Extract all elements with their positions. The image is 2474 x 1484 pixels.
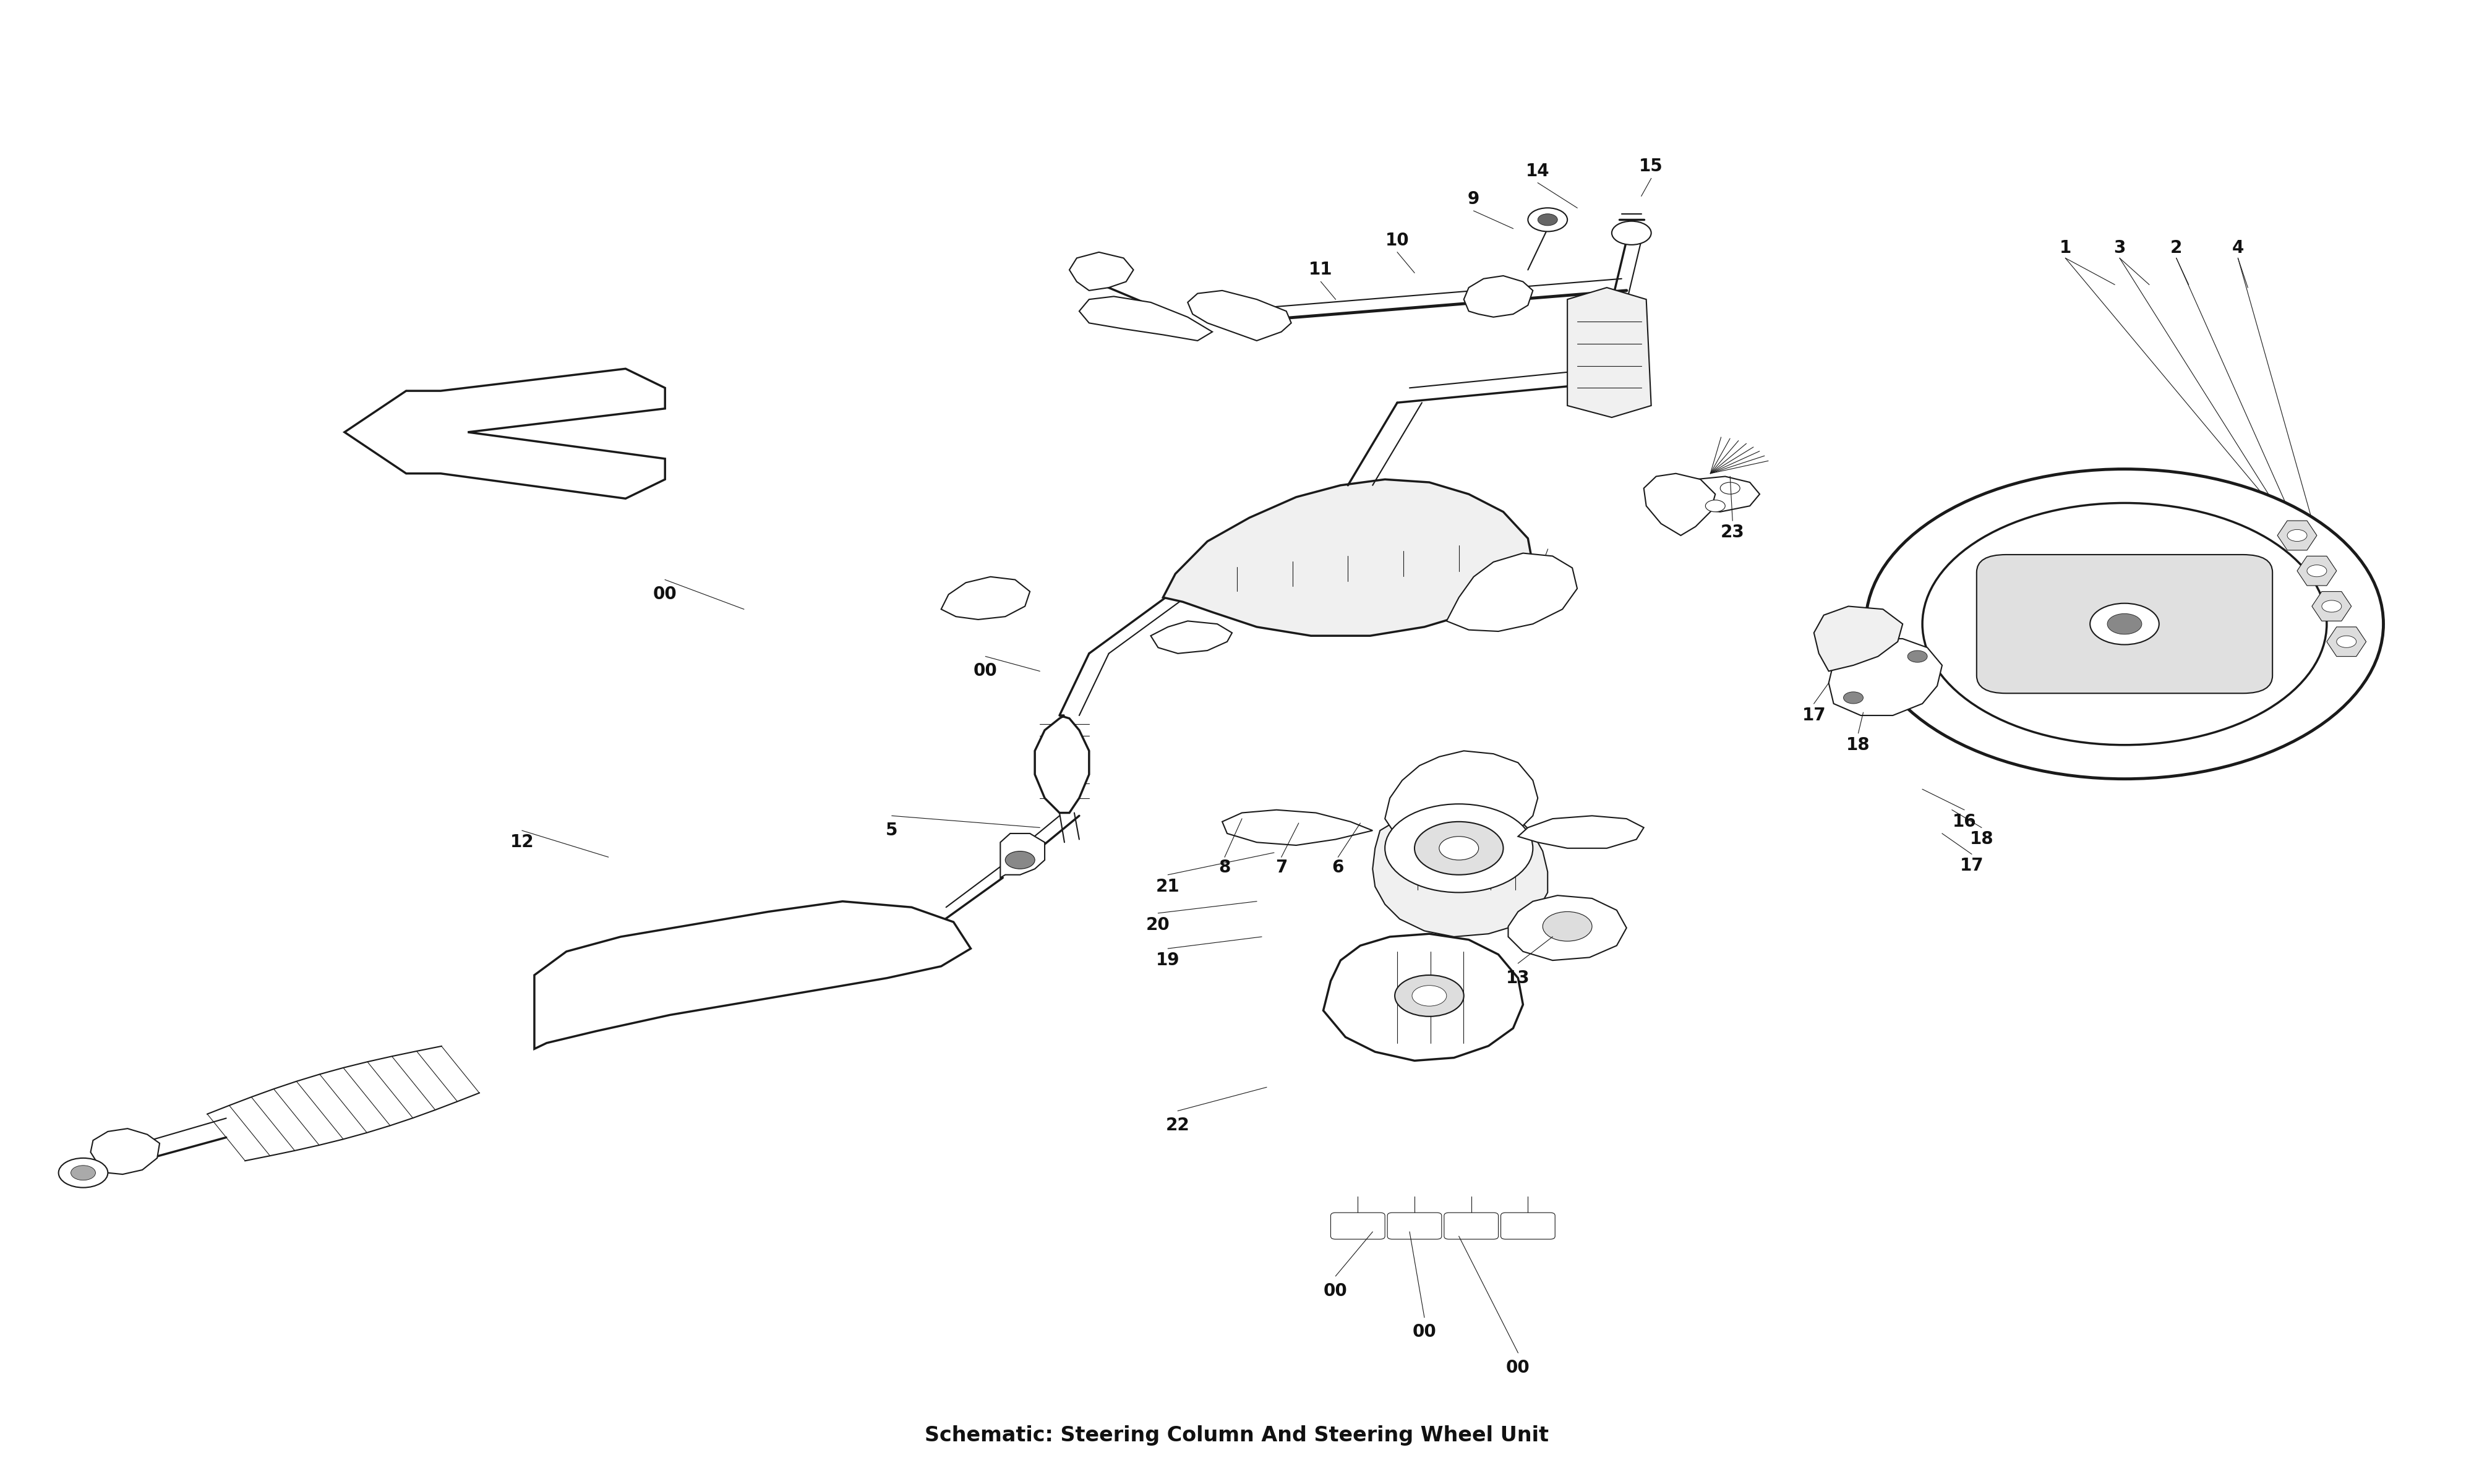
Polygon shape [1465, 276, 1534, 318]
Text: 18: 18 [1846, 736, 1870, 754]
Polygon shape [1188, 291, 1291, 341]
Text: 7: 7 [1277, 859, 1286, 876]
Text: Schematic: Steering Column And Steering Wheel Unit: Schematic: Steering Column And Steering … [925, 1425, 1549, 1445]
Circle shape [1611, 221, 1650, 245]
Text: 23: 23 [1719, 524, 1744, 542]
Circle shape [2288, 530, 2306, 542]
Circle shape [2066, 589, 2185, 659]
FancyBboxPatch shape [1388, 1212, 1442, 1239]
Text: 00: 00 [653, 586, 678, 603]
Circle shape [2306, 565, 2326, 577]
Circle shape [1719, 482, 1739, 494]
Text: 6: 6 [1331, 859, 1343, 876]
Text: 00: 00 [1507, 1359, 1529, 1376]
Polygon shape [92, 1128, 161, 1174]
Circle shape [1440, 837, 1479, 861]
Text: 1: 1 [2058, 239, 2071, 257]
Text: 14: 14 [1526, 162, 1549, 180]
Text: 2: 2 [2170, 239, 2182, 257]
Polygon shape [999, 834, 1044, 877]
Polygon shape [2298, 556, 2335, 586]
Circle shape [1539, 214, 1559, 226]
Text: 15: 15 [1640, 157, 1663, 175]
Text: 17: 17 [1959, 858, 1984, 874]
Text: 22: 22 [1165, 1117, 1190, 1134]
Circle shape [1843, 692, 1863, 703]
Polygon shape [1385, 751, 1539, 849]
Polygon shape [1324, 933, 1524, 1061]
Polygon shape [1813, 607, 1903, 671]
Polygon shape [1569, 288, 1650, 417]
Polygon shape [534, 901, 970, 1049]
Circle shape [2091, 604, 2160, 644]
Circle shape [1415, 822, 1504, 874]
Circle shape [1413, 985, 1447, 1006]
Polygon shape [1680, 476, 1759, 512]
Circle shape [1004, 852, 1034, 870]
Polygon shape [1519, 816, 1643, 849]
FancyBboxPatch shape [1331, 1212, 1385, 1239]
Polygon shape [1509, 895, 1625, 960]
Polygon shape [940, 577, 1029, 619]
FancyBboxPatch shape [1445, 1212, 1499, 1239]
Polygon shape [344, 368, 666, 499]
Text: 17: 17 [1801, 706, 1826, 724]
Circle shape [59, 1158, 109, 1187]
Text: 12: 12 [510, 834, 534, 850]
Circle shape [1922, 503, 2326, 745]
Circle shape [1705, 500, 1724, 512]
Polygon shape [1373, 807, 1549, 936]
Polygon shape [1643, 473, 1714, 536]
Polygon shape [1034, 715, 1089, 813]
Polygon shape [1079, 297, 1212, 341]
Polygon shape [1069, 252, 1133, 291]
FancyBboxPatch shape [1977, 555, 2274, 693]
Text: 00: 00 [1413, 1324, 1437, 1342]
Text: 4: 4 [2232, 239, 2244, 257]
Circle shape [2108, 614, 2142, 634]
Circle shape [1865, 469, 2382, 779]
Circle shape [2321, 601, 2340, 613]
Text: 18: 18 [1969, 831, 1994, 847]
Polygon shape [1447, 554, 1578, 631]
Circle shape [1907, 650, 1927, 662]
Circle shape [2335, 635, 2355, 647]
Circle shape [1529, 208, 1569, 232]
Text: 19: 19 [1155, 951, 1180, 969]
FancyBboxPatch shape [1502, 1212, 1556, 1239]
Text: 10: 10 [1385, 232, 1410, 249]
Circle shape [1385, 804, 1534, 892]
Text: 20: 20 [1145, 916, 1170, 933]
Polygon shape [2311, 592, 2350, 620]
Text: 3: 3 [2113, 239, 2125, 257]
Text: 11: 11 [1309, 261, 1333, 279]
Polygon shape [1163, 479, 1534, 635]
Polygon shape [2279, 521, 2316, 551]
Text: 16: 16 [1952, 813, 1977, 831]
Circle shape [1544, 911, 1593, 941]
Polygon shape [2326, 626, 2365, 656]
Circle shape [72, 1165, 96, 1180]
Polygon shape [1828, 638, 1942, 715]
Text: 9: 9 [1467, 190, 1479, 208]
Text: 5: 5 [886, 822, 898, 838]
Text: 8: 8 [1220, 859, 1230, 876]
Text: 21: 21 [1155, 879, 1180, 895]
Text: 00: 00 [975, 662, 997, 680]
Polygon shape [1150, 620, 1232, 653]
Text: 13: 13 [1507, 969, 1529, 987]
Polygon shape [1222, 810, 1373, 846]
Circle shape [1395, 975, 1465, 1017]
Text: 00: 00 [1324, 1282, 1348, 1300]
